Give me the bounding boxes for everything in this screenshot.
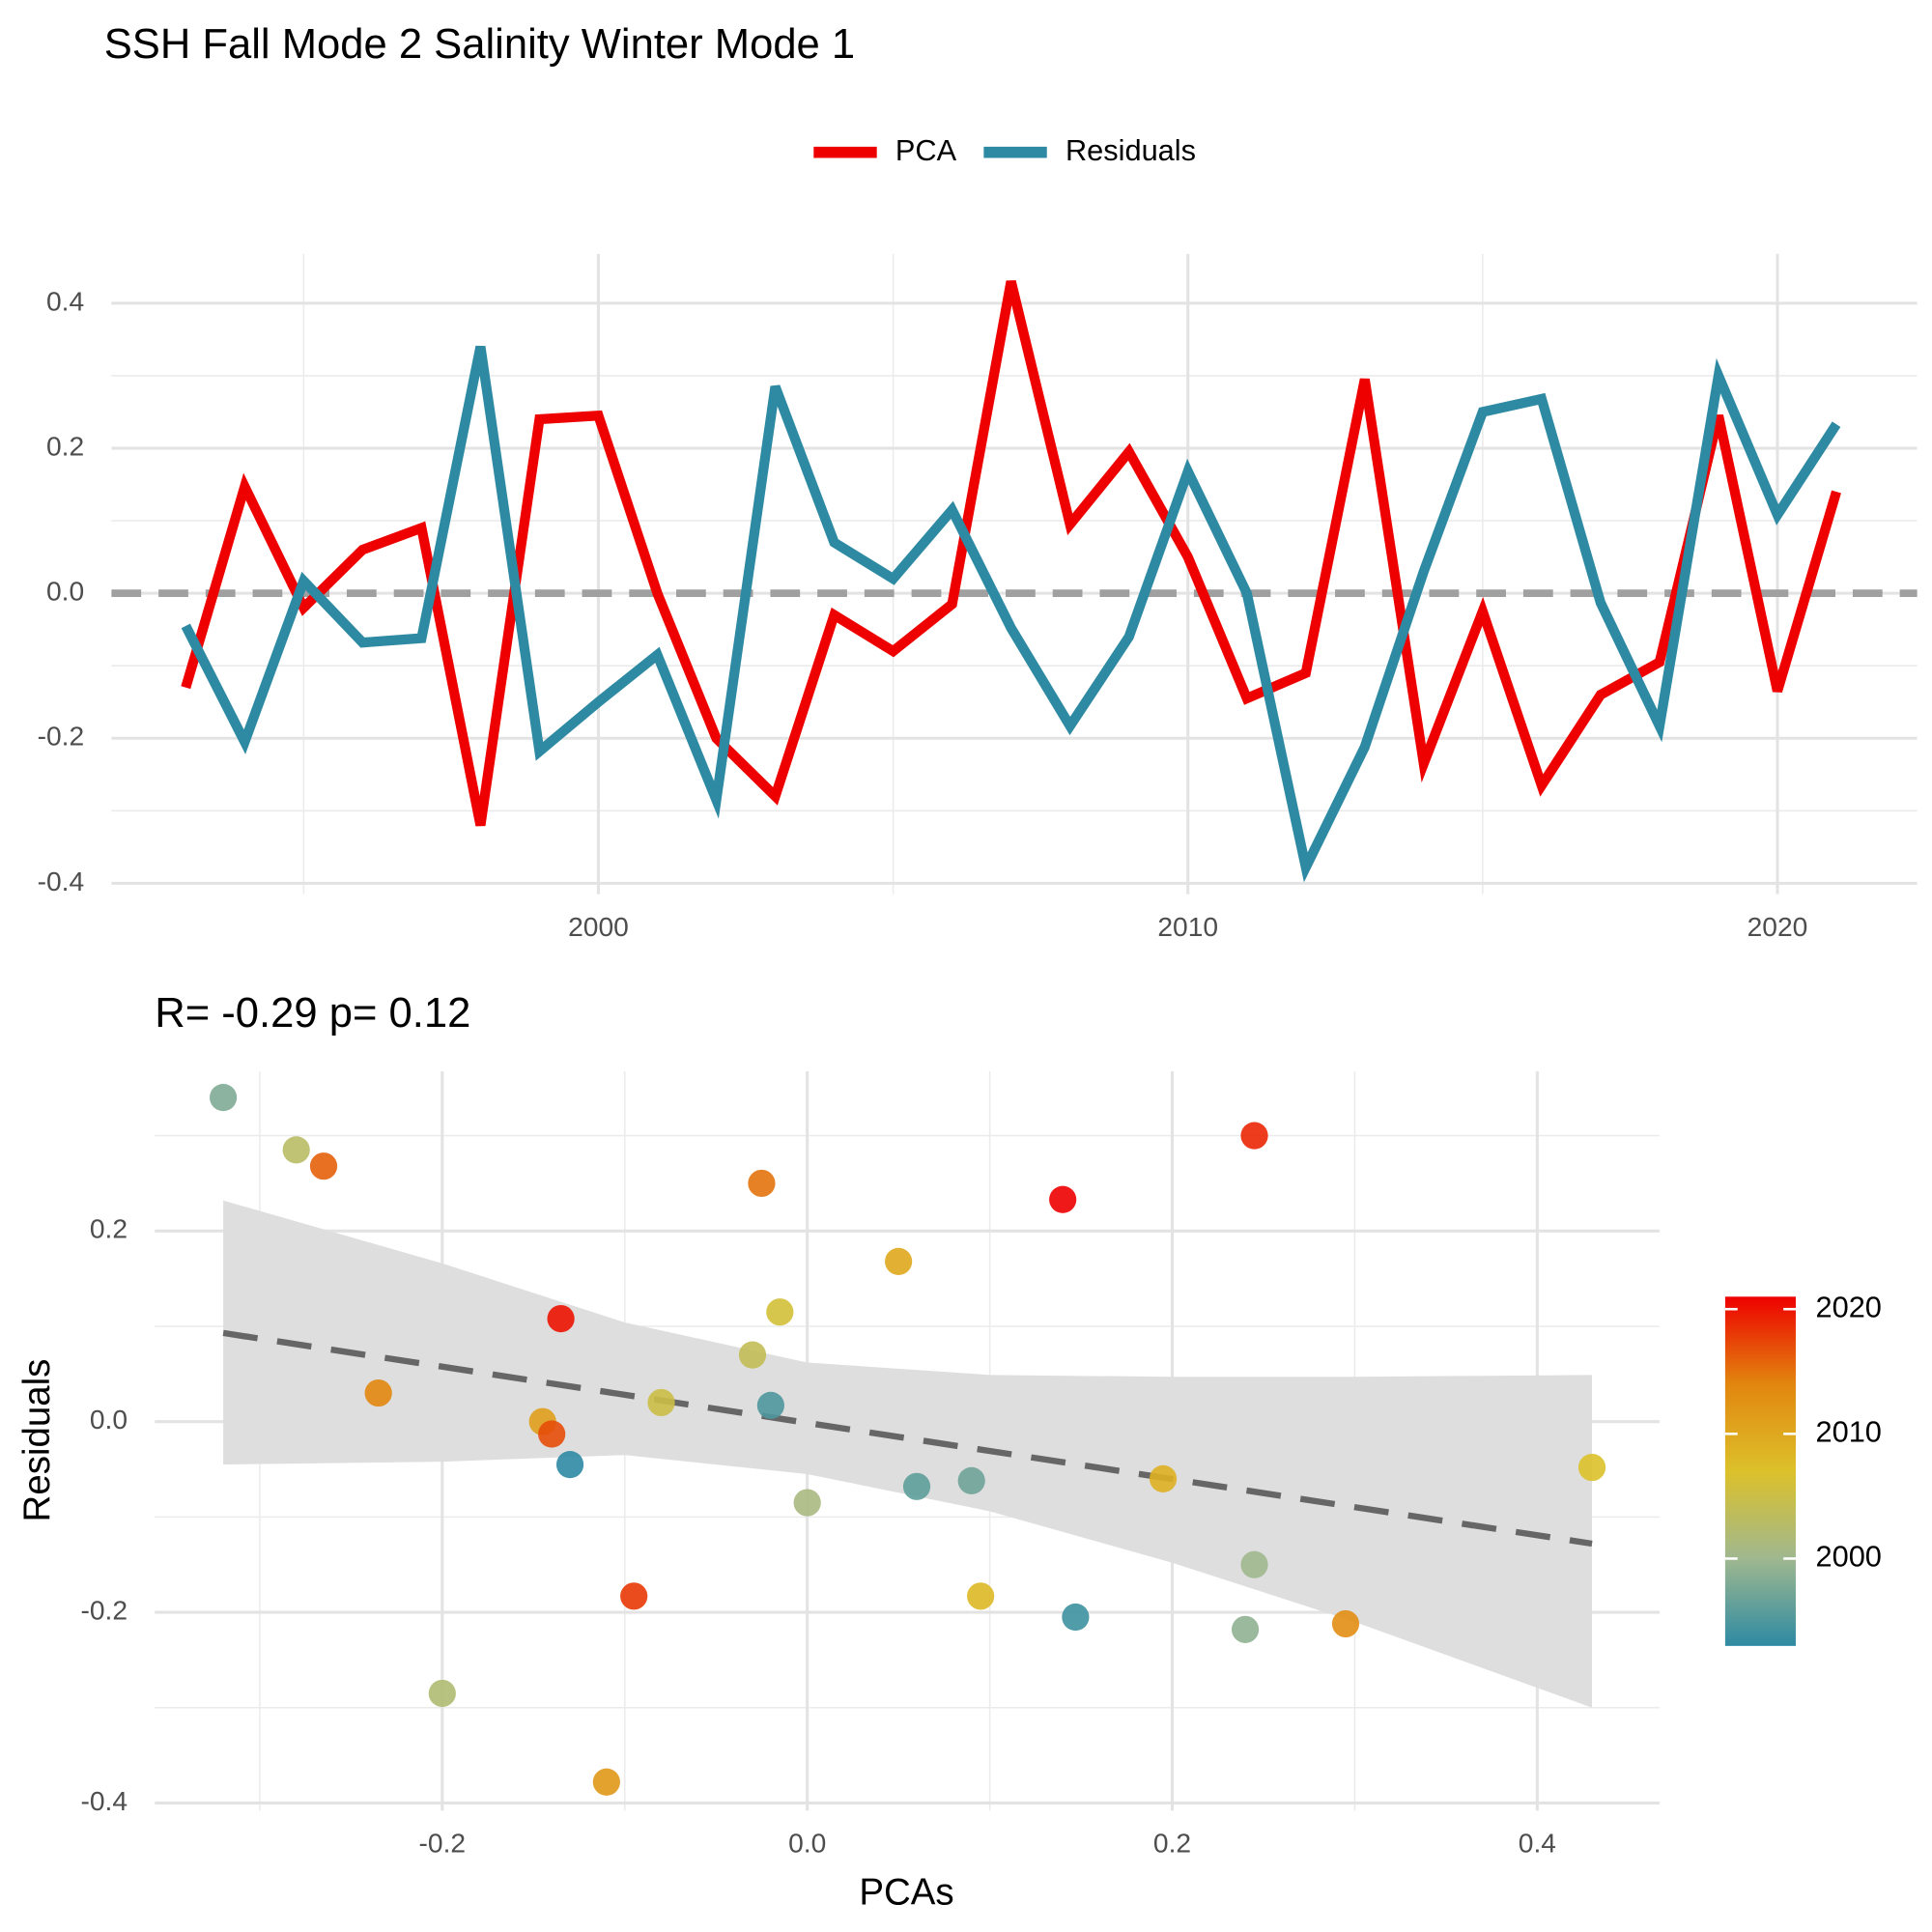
data-line — [181, 280, 1841, 827]
scatter-point — [1062, 1603, 1090, 1632]
scatter-point — [793, 1489, 821, 1517]
y-tick-label: 0.0 — [46, 576, 84, 607]
scatter-point — [620, 1582, 648, 1610]
chart-title: R= -0.29 p= 0.12 — [155, 990, 470, 1037]
colorbar-label: 2000 — [1815, 1540, 1881, 1574]
scatter-point — [738, 1341, 767, 1369]
scatter-point — [547, 1304, 575, 1333]
scatter-point — [538, 1420, 566, 1448]
scatter-point — [756, 1391, 784, 1420]
scatter-point — [1577, 1453, 1606, 1482]
x-axis-label: PCAs — [859, 1872, 953, 1914]
colorbar — [1724, 1296, 1796, 1646]
chart-title: SSH Fall Mode 2 Salinity Winter Mode 1 — [104, 21, 855, 68]
scatter-point — [1240, 1122, 1268, 1150]
y-axis-label: Residuals — [16, 1359, 58, 1522]
y-tick-label: 0.2 — [90, 1213, 128, 1244]
scatter-point — [766, 1298, 794, 1326]
scatter-point — [1149, 1464, 1178, 1493]
x-tick-label: 2010 — [1157, 911, 1218, 942]
data-line — [181, 345, 1841, 883]
y-tick-label: 0.4 — [46, 285, 84, 316]
legend-label: Residuals — [1065, 133, 1196, 167]
scatter-point — [364, 1378, 392, 1407]
scatter-point — [282, 1136, 310, 1164]
confidence-band — [223, 1200, 1593, 1708]
y-tick-label: 0.2 — [46, 430, 84, 461]
x-tick-label: 0.0 — [788, 1828, 826, 1859]
colorbar-label: 2020 — [1815, 1290, 1881, 1323]
y-tick-label: -0.4 — [38, 866, 85, 896]
scatter-point — [210, 1084, 238, 1112]
y-tick-label: -0.2 — [80, 1595, 128, 1626]
fit-line — [222, 1329, 1593, 1548]
scatter-point — [1049, 1185, 1077, 1213]
scatter-point — [647, 1388, 675, 1417]
scatter-point — [748, 1169, 776, 1198]
x-tick-label: -0.2 — [419, 1828, 467, 1859]
scatter-point — [902, 1472, 931, 1500]
scatter-point — [309, 1152, 338, 1180]
colorbar-label: 2010 — [1815, 1414, 1881, 1448]
scatter-point — [592, 1768, 620, 1796]
legend-label: PCA — [895, 133, 957, 167]
scatter-point — [1240, 1550, 1268, 1578]
x-tick-label: 0.4 — [1519, 1828, 1556, 1859]
x-tick-label: 2000 — [568, 911, 629, 942]
scatter-point — [1231, 1615, 1260, 1643]
y-tick-label: 0.0 — [90, 1404, 128, 1435]
scatter-point — [885, 1247, 913, 1275]
scatter-point — [967, 1582, 995, 1610]
y-tick-label: -0.2 — [38, 721, 85, 752]
scatter-point — [957, 1466, 985, 1494]
x-tick-label: 2020 — [1747, 911, 1808, 942]
scatter-point — [1331, 1609, 1360, 1638]
y-tick-label: -0.4 — [80, 1785, 128, 1816]
scatter-point — [428, 1679, 456, 1708]
x-tick-label: 0.2 — [1153, 1828, 1191, 1859]
scatter-point — [555, 1450, 584, 1479]
